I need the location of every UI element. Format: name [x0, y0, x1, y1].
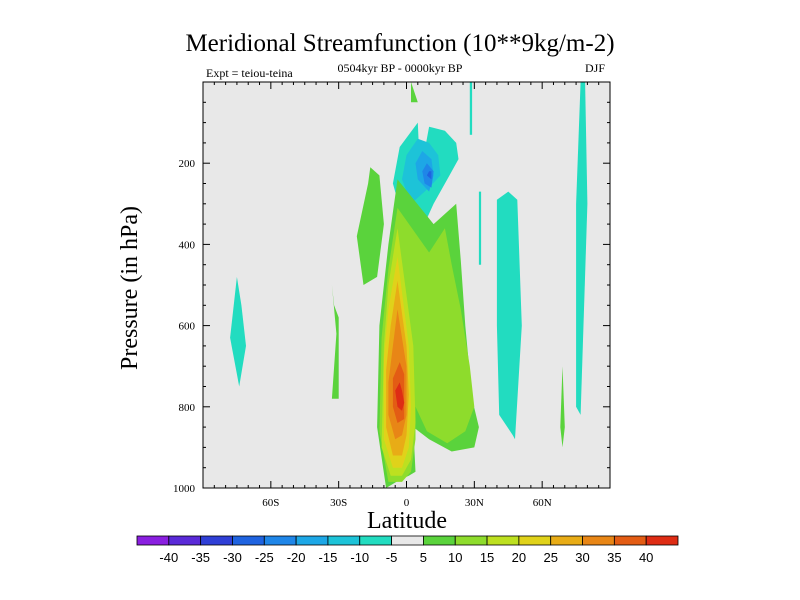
x-axis-title: Latitude [367, 508, 447, 534]
colorbar-label: 15 [480, 550, 494, 565]
contour-region-8 [426, 171, 432, 180]
colorbar-swatch [136, 535, 170, 546]
colorbar-swatch [645, 535, 679, 546]
x-tick-label: 30S [330, 497, 347, 509]
colorbar-label: 35 [607, 550, 621, 565]
chart-title: Meridional Streamfunction (10**9kg/m-2) [185, 30, 615, 57]
colorbar-swatch [486, 535, 520, 546]
contour-region-18 [496, 191, 522, 440]
y-tick-label: 600 [179, 321, 196, 333]
y-tick-label: 200 [179, 158, 196, 170]
colorbar-swatch [232, 535, 265, 546]
colorbar-swatch [454, 535, 488, 546]
colorbar-label: 25 [543, 550, 557, 565]
y-tick-label: 1000 [173, 483, 196, 495]
colorbar-label: 20 [512, 550, 526, 565]
colorbar-swatch [518, 535, 552, 546]
colorbar-swatch [391, 535, 424, 546]
contour-region-1 [230, 276, 246, 387]
axes: 60S 30S 0 30N 60N 200 400 600 800 1000 [173, 81, 611, 509]
plot-area [203, 82, 610, 488]
x-tick-label: 0 [404, 497, 410, 509]
colorbar-label: -10 [350, 550, 369, 565]
chart-subtitle: 0504kyr BP - 0000kyr BP [337, 61, 463, 75]
contour-region-21 [560, 366, 565, 448]
experiment-label: Expt = teiou-teina [206, 66, 293, 80]
colorbar-label: -15 [319, 550, 338, 565]
contour-region-19 [469, 82, 473, 135]
colorbar: -40 -35 -30 -25 -20 -15 -10 -5 5 10 15 20 25 30 35 40 [136, 535, 679, 565]
contour-region-0 [356, 167, 384, 285]
colorbar-swatch [613, 535, 647, 546]
colorbar-label: -40 [159, 550, 178, 565]
colorbar-swatch [327, 535, 361, 546]
colorbar-label: 30 [575, 550, 589, 565]
contour-region-16 [395, 382, 405, 411]
x-tick-label: 30N [465, 497, 484, 509]
colorbar-swatch [582, 535, 615, 546]
contour-region-20 [576, 82, 588, 415]
x-tick-label: 60N [533, 497, 552, 509]
y-axis-title: Pressure (in hPa) [117, 206, 143, 370]
contour-region-17 [478, 191, 482, 265]
colorbar-label: 10 [448, 550, 462, 565]
colorbar-swatch [168, 535, 202, 546]
colorbar-swatch [200, 535, 233, 546]
colorbar-label: -35 [191, 550, 210, 565]
contour-region-3 [411, 82, 418, 103]
colorbar-swatch [550, 535, 583, 546]
y-tick-label: 400 [179, 239, 196, 251]
x-tick-label: 60S [262, 497, 279, 509]
y-tick-label: 800 [179, 402, 196, 414]
colorbar-label: -5 [386, 550, 398, 565]
colorbar-label: 5 [420, 550, 427, 565]
season-label: DJF [585, 61, 606, 75]
contour-region-2 [331, 285, 339, 399]
colorbar-label: -30 [223, 550, 242, 565]
colorbar-swatch [263, 535, 297, 546]
colorbar-label: 40 [639, 550, 653, 565]
colorbar-swatch [423, 535, 456, 546]
colorbar-swatch [295, 535, 329, 546]
colorbar-label: -20 [287, 550, 306, 565]
colorbar-swatch [359, 535, 392, 546]
colorbar-label: -25 [255, 550, 274, 565]
